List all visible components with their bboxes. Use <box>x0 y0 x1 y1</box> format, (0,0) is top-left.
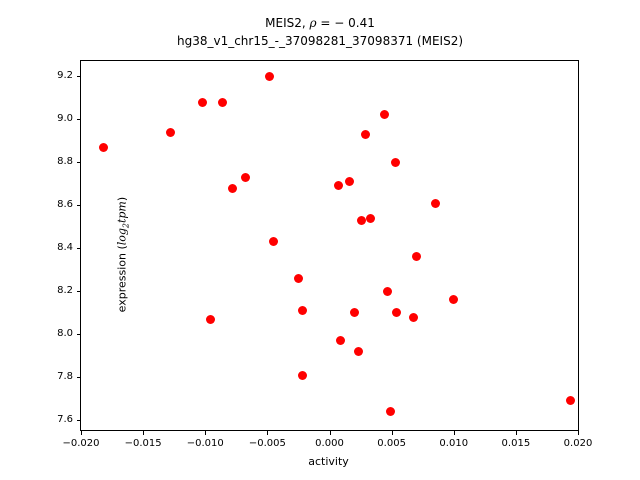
x-tick <box>453 431 455 435</box>
y-tick <box>77 119 81 121</box>
y-tick-label: 7.8 <box>57 371 73 383</box>
y-tick-label: 8.4 <box>57 242 73 254</box>
y-axis-label: expression (log2tpm) <box>115 196 131 313</box>
x-tick-label: 0.000 <box>315 438 344 449</box>
x-tick <box>143 431 145 435</box>
data-point <box>357 215 367 225</box>
y-tick <box>77 291 81 293</box>
data-point <box>228 183 238 193</box>
x-tick-label: −0.010 <box>186 438 224 449</box>
x-tick <box>329 431 331 435</box>
chart-title: MEIS2, ρ = − 0.41 <box>265 16 375 30</box>
x-axis-label: activity <box>308 455 349 468</box>
y-tick-label: 9.0 <box>57 113 73 125</box>
data-point <box>383 286 393 296</box>
chart-title-block: MEIS2, ρ = − 0.41 hg38_v1_chr15_-_370982… <box>0 14 640 50</box>
y-tick-label: 8.6 <box>57 199 73 211</box>
chart-subtitle: hg38_v1_chr15_-_37098281_37098371 (MEIS2… <box>176 34 464 48</box>
data-point <box>566 396 576 406</box>
y-tick <box>77 420 81 422</box>
y-tick <box>77 162 81 164</box>
data-point <box>240 172 250 182</box>
data-point <box>361 129 371 139</box>
x-tick <box>81 431 82 435</box>
data-point <box>269 237 279 247</box>
x-tick-label: 0.020 <box>563 438 593 449</box>
y-tick <box>77 205 81 207</box>
y-tick <box>77 334 81 336</box>
data-point <box>409 312 419 322</box>
data-point <box>366 213 375 223</box>
data-point <box>165 127 175 137</box>
data-point <box>353 347 363 356</box>
data-point <box>336 336 346 346</box>
data-point <box>333 181 343 191</box>
data-point <box>449 295 459 305</box>
x-tick <box>267 431 269 435</box>
data-point <box>379 110 389 120</box>
data-point <box>293 273 303 283</box>
data-point <box>430 198 440 208</box>
x-tick-label: −0.005 <box>248 438 286 449</box>
data-point <box>411 252 421 262</box>
data-point <box>205 314 215 324</box>
x-tick <box>391 431 393 435</box>
x-tick-label: −0.015 <box>124 438 162 449</box>
data-point <box>349 308 359 318</box>
plot-frame: −0.020 −0.015 −0.010 −0.005 0.000 0.005 0.010 0… <box>57 60 592 449</box>
data-point <box>392 308 402 318</box>
x-tick-label: 0.015 <box>501 438 531 449</box>
data-point <box>385 407 395 417</box>
plot-area <box>81 61 578 430</box>
x-tick-label: −0.020 <box>62 438 100 449</box>
data-point <box>344 177 354 187</box>
y-tick-label: 9.2 <box>57 70 73 82</box>
x-tick-label: 0.010 <box>439 438 469 449</box>
data-point <box>265 71 275 81</box>
data-point <box>98 142 108 152</box>
y-tick-label: 8.2 <box>57 285 73 297</box>
data-point <box>218 97 228 107</box>
y-tick-label: 7.6 <box>57 414 73 426</box>
y-tick-label: 8.8 <box>57 156 73 168</box>
data-point <box>297 306 307 316</box>
y-tick <box>77 248 81 250</box>
y-tick-label: 8.0 <box>57 328 73 340</box>
y-tick <box>77 377 81 379</box>
x-tick <box>205 431 207 435</box>
data-point <box>297 370 307 380</box>
data-point <box>390 157 400 167</box>
x-tick <box>515 431 517 435</box>
data-point <box>198 97 208 107</box>
x-tick-label: 0.005 <box>377 438 406 449</box>
y-tick <box>77 76 81 78</box>
x-tick <box>578 431 579 435</box>
